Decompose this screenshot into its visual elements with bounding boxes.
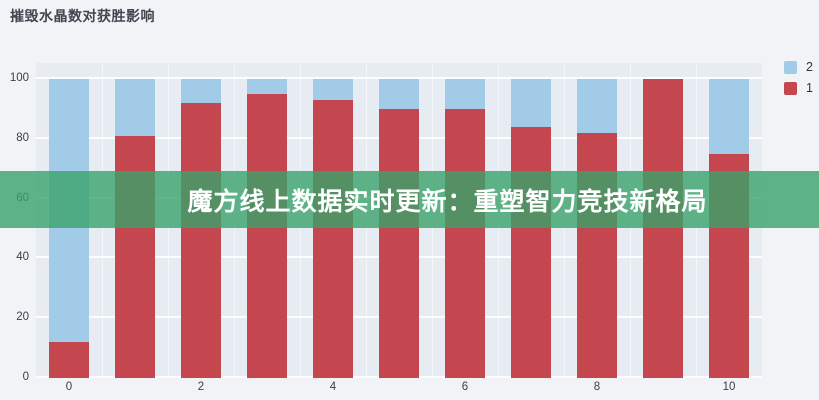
banner-overlay: 魔方线上数据实时更新：重塑智力竞技新格局: [0, 171, 819, 228]
legend-item-blue: 2: [784, 60, 813, 74]
bar-slot-x6: [432, 63, 498, 378]
x-tick-label-8: 8: [593, 381, 601, 393]
bar-slot-x3: [234, 63, 300, 378]
bar-segment-blue-x4: [313, 79, 353, 100]
x-tick-label-10: 10: [722, 381, 736, 393]
bar-segment-blue-x1: [115, 79, 155, 136]
bar-slot-x5: [366, 63, 432, 378]
x-tick-label-2: 2: [197, 381, 205, 393]
gridline-horizontal: [36, 77, 762, 79]
bar-segment-red-x5: [379, 108, 419, 378]
legend-item-red: 1: [784, 81, 813, 95]
x-tick-label-6: 6: [461, 381, 469, 393]
bar-segment-red-x8: [577, 132, 617, 378]
y-tick-label-80: 80: [16, 131, 29, 144]
legend-label-red: 1: [806, 81, 813, 95]
legend: 2 1: [784, 60, 813, 102]
bar-segment-red-x3: [247, 93, 287, 378]
bar-segment-red-x7: [511, 126, 551, 378]
bar-segment-blue-x3: [247, 79, 287, 94]
x-tick-label-0: 0: [65, 381, 73, 393]
y-tick-label-0: 0: [22, 371, 29, 383]
x-tick-label-4: 4: [329, 381, 337, 393]
bar-slot-x7: [498, 63, 564, 378]
y-tick-label-20: 20: [16, 311, 29, 324]
bar-segment-red-x4: [313, 99, 353, 378]
legend-swatch-red-icon: [784, 81, 797, 95]
bar-segment-red-x6: [445, 108, 485, 378]
bar-segment-blue-x2: [181, 79, 221, 103]
x-axis: 0 2 4 6 8 10: [36, 381, 762, 397]
legend-label-blue: 2: [806, 60, 813, 74]
bar-slot-x2: [168, 63, 234, 378]
banner-text: 魔方线上数据实时更新：重塑智力竞技新格局: [187, 187, 708, 216]
bar-slot-x4: [300, 63, 366, 378]
y-tick-label-40: 40: [16, 251, 29, 264]
bar-slot-x9: [630, 63, 696, 378]
bar-segment-red-x0: [49, 342, 89, 378]
bar-segment-blue-x5: [379, 79, 419, 109]
bar-segment-red-x9: [643, 79, 683, 378]
bar-segment-blue-x10: [709, 79, 749, 154]
legend-swatch-blue-icon: [784, 60, 797, 74]
y-tick-label-100: 100: [9, 72, 29, 84]
bar-segment-blue-x6: [445, 79, 485, 109]
bar-segment-red-x2: [181, 102, 221, 378]
chart-title: 摧毁水晶数对获胜影响: [10, 8, 155, 24]
bar-segment-blue-x8: [577, 79, 617, 133]
bar-segment-blue-x7: [511, 79, 551, 127]
